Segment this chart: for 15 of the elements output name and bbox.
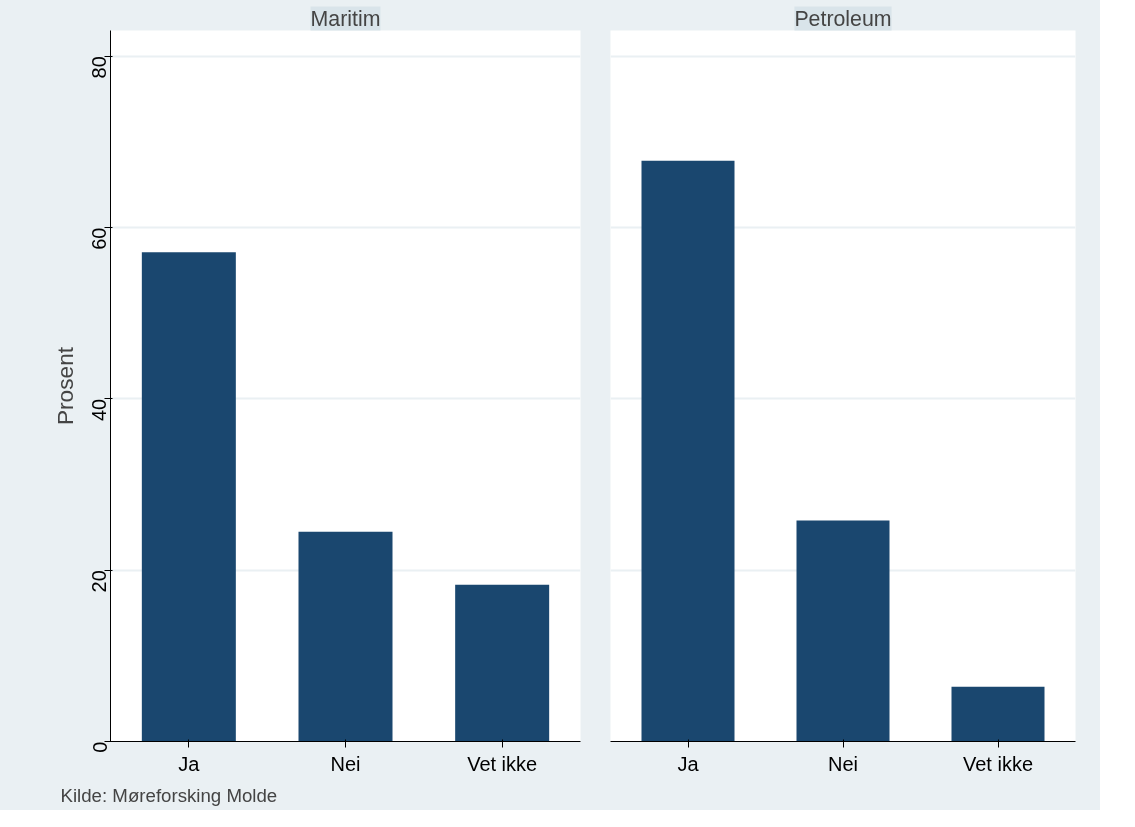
y-tick-label: 20 [88, 570, 111, 593]
x-tick-label: Vet ikke [962, 752, 1034, 775]
y-tick-label: 80 [88, 56, 111, 79]
y-tick-label: 60 [88, 227, 111, 250]
x-tick-label: Nei [330, 752, 361, 775]
y-tick-label: 0 [88, 741, 111, 753]
x-tick-label: Ja [677, 752, 700, 775]
x-tick-label: Nei [828, 752, 859, 775]
text: Kilde: Møreforsking Molde [60, 784, 278, 806]
x-tick-label: Ja [178, 752, 201, 775]
y-axis-title: Prosent [51, 346, 78, 426]
x-tick-label: Vet ikke [467, 752, 538, 775]
y-tick-label: 40 [88, 398, 111, 422]
chart-title: Petroleum [794, 6, 892, 31]
chart-title: Maritim [310, 6, 381, 31]
